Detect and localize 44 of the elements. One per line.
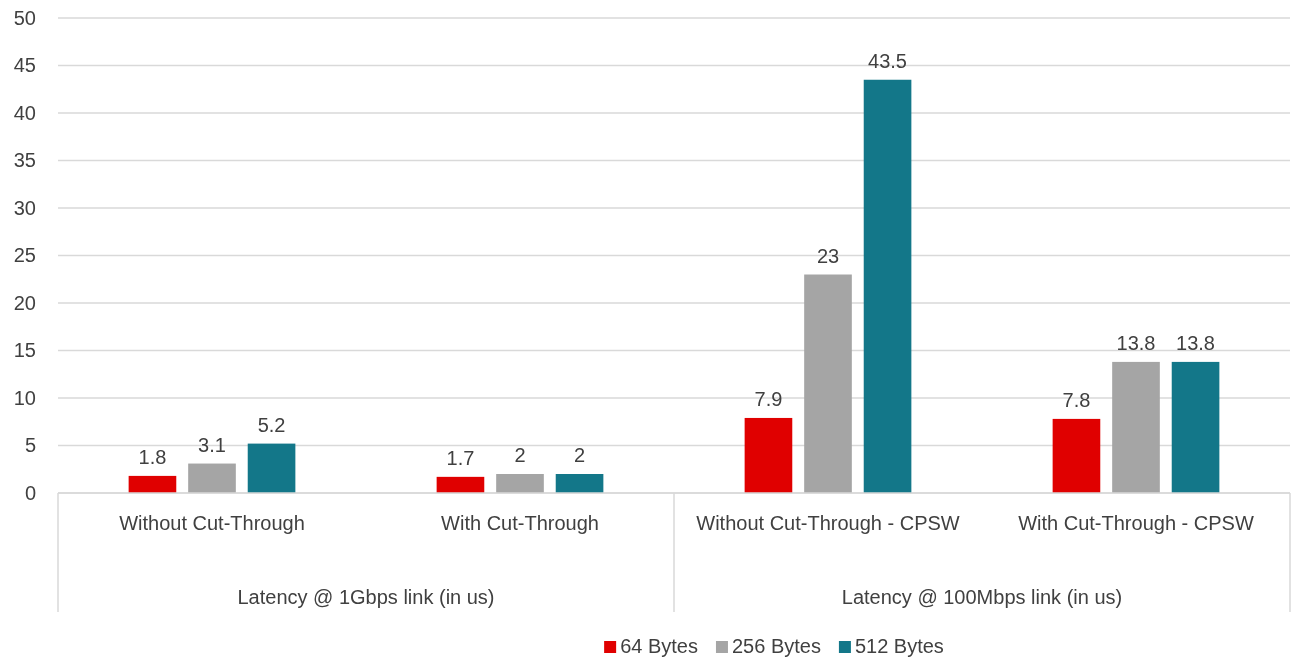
data-label: 5.2 bbox=[257, 413, 286, 436]
data-label: 2 bbox=[573, 444, 586, 466]
data-label: 13.8 bbox=[1176, 331, 1216, 354]
bar bbox=[247, 443, 296, 493]
y-tick-label: 10 bbox=[13, 386, 36, 409]
x-tick-label: With Cut-Through - CPSW bbox=[1018, 512, 1254, 534]
text: Latency @ 1Gbps link (in us) bbox=[237, 586, 495, 608]
data-label: 43.5 bbox=[868, 49, 908, 72]
y-tick-label: 45 bbox=[13, 54, 36, 77]
y-tick-label: 50 bbox=[13, 6, 36, 29]
data-label: 23 bbox=[816, 244, 840, 267]
bar bbox=[1171, 361, 1220, 493]
data-label: 1.8 bbox=[138, 445, 167, 468]
bar bbox=[1112, 361, 1160, 493]
bar bbox=[188, 463, 236, 493]
data-label: 3.1 bbox=[198, 433, 226, 456]
x-tick-label: Without Cut-Through bbox=[119, 512, 305, 534]
x-tick-label: Without Cut-Through - CPSW bbox=[696, 512, 960, 534]
y-tick-label: 15 bbox=[13, 339, 36, 362]
y-tick-label: 5 bbox=[24, 434, 36, 457]
y-tick-label: 0 bbox=[24, 481, 36, 504]
legend-label: 64 Bytes bbox=[620, 635, 698, 657]
bar bbox=[1052, 418, 1101, 493]
data-label: 13.8 bbox=[1116, 331, 1156, 354]
bar bbox=[436, 476, 485, 493]
data-label: 2 bbox=[514, 444, 526, 466]
y-tick-label: 30 bbox=[13, 196, 36, 219]
text: Latency @ 100Mbps link (in us) bbox=[841, 586, 1123, 608]
bar bbox=[496, 474, 544, 493]
bar bbox=[863, 79, 912, 493]
bar bbox=[555, 474, 604, 493]
y-tick-label: 25 bbox=[13, 244, 36, 267]
data-label: 1.7 bbox=[446, 446, 475, 469]
data-label: 7.9 bbox=[754, 387, 783, 410]
bar bbox=[804, 274, 852, 493]
bar bbox=[128, 475, 177, 493]
legend-label: 256 Bytes bbox=[731, 635, 821, 657]
x-tick-label: With Cut-Through bbox=[441, 512, 599, 534]
bar bbox=[744, 417, 793, 493]
y-tick-label: 35 bbox=[13, 149, 36, 172]
data-label: 7.8 bbox=[1062, 388, 1091, 411]
y-tick-label: 40 bbox=[13, 101, 36, 124]
legend-label: 512 Bytes bbox=[854, 635, 944, 657]
y-tick-label: 20 bbox=[13, 291, 36, 314]
